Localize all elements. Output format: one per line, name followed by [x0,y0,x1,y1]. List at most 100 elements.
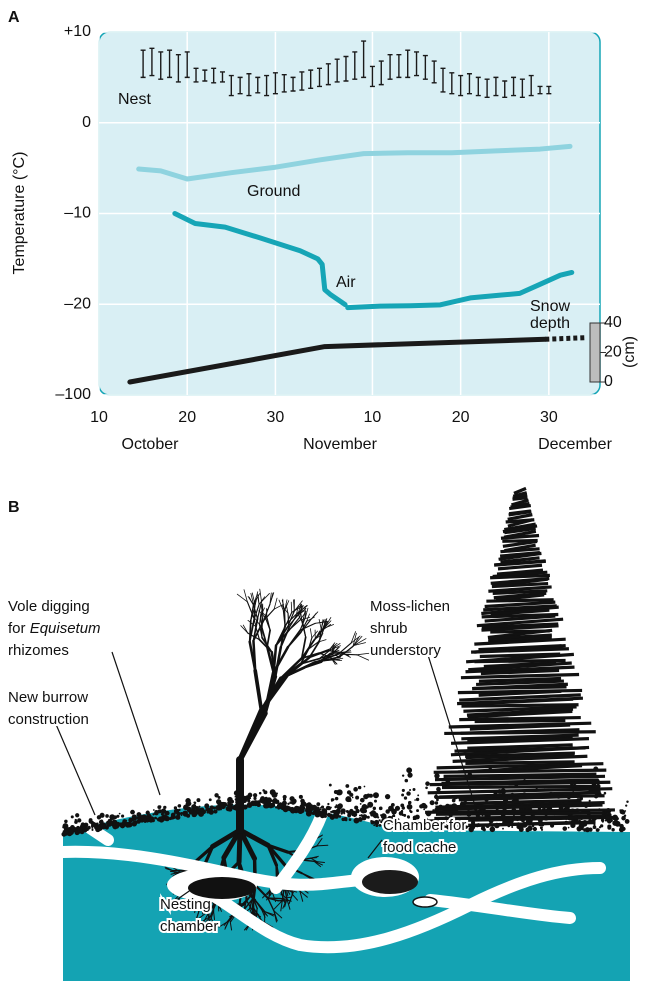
shrub [459,826,465,831]
shrub [511,825,514,828]
spruce [434,774,606,782]
branch [284,600,290,612]
shrub [180,812,183,815]
shrub [301,809,305,812]
shrub [489,826,496,833]
shrub [196,798,201,803]
branch [322,619,327,630]
range-bar [237,76,243,95]
shrub [607,824,612,829]
branch [337,642,352,655]
shrub [170,812,176,818]
range-bar [511,76,517,97]
shrub [70,815,74,819]
branch [356,654,369,661]
shrub [180,814,183,817]
root [299,890,304,902]
spruce [481,605,559,616]
root [213,910,216,921]
branch [262,608,275,622]
shrub [410,820,416,826]
shrub [154,810,159,816]
root [273,910,283,919]
spruce [427,815,613,823]
shrub [81,830,84,832]
shrub [372,792,379,799]
shrub [64,819,68,824]
spruce [444,820,596,828]
root [266,843,290,854]
root [185,903,197,908]
shrub [415,823,419,827]
branch [353,635,363,646]
shrub [603,791,607,795]
shrub [362,808,368,814]
shrub [404,778,409,783]
y-tick-label: 0 [82,114,91,131]
branch [242,624,249,634]
shrub [131,821,137,827]
spruce [465,665,575,674]
shrub [312,806,317,811]
spruce [435,800,605,809]
branch [247,595,254,606]
shrub [116,824,120,828]
range-bar [246,73,252,97]
shrub [388,805,394,812]
root [172,871,180,877]
shrub [351,796,354,799]
shrub [311,811,315,815]
branch [258,638,273,653]
leader-line [367,839,383,859]
series-label: Ground [247,183,300,200]
shrub [580,823,585,828]
branch [259,588,262,603]
root [254,899,266,913]
shrub [74,820,78,824]
shrub [451,798,456,803]
shrub [480,826,486,831]
shrub [583,828,587,832]
branch [352,632,357,647]
shrub [175,814,181,820]
branch [237,707,265,763]
spruce [474,718,566,724]
shrub [122,824,126,828]
root [237,827,271,848]
y-tick-label: –100 [55,386,91,403]
shrub [228,798,233,803]
branch [314,630,321,640]
shrub [562,826,568,831]
range-bar [193,67,199,83]
branch [299,657,321,665]
spruce [484,600,556,609]
shrub [142,817,147,823]
shrub [409,810,413,814]
shrub [401,793,405,797]
branch [311,630,318,639]
root [221,827,243,861]
shrub [406,815,410,819]
spruce [504,526,536,535]
x-tick-label: 10 [364,409,382,426]
spruce [508,510,532,517]
shrub [390,822,394,826]
shrub [403,796,408,800]
shrub [429,822,436,829]
shrub [423,808,426,811]
shrub [385,809,390,814]
range-bar [308,69,314,89]
shrub [152,813,155,816]
root [273,900,283,910]
shrub [332,798,335,801]
shrub [327,802,330,806]
shrub [429,800,435,806]
shrub [615,817,619,821]
spruce [471,647,569,654]
shrub [412,788,416,792]
shrub [408,801,411,805]
root [197,911,209,920]
spruce [507,518,533,528]
range-bar [228,74,234,97]
shrub [230,803,234,807]
